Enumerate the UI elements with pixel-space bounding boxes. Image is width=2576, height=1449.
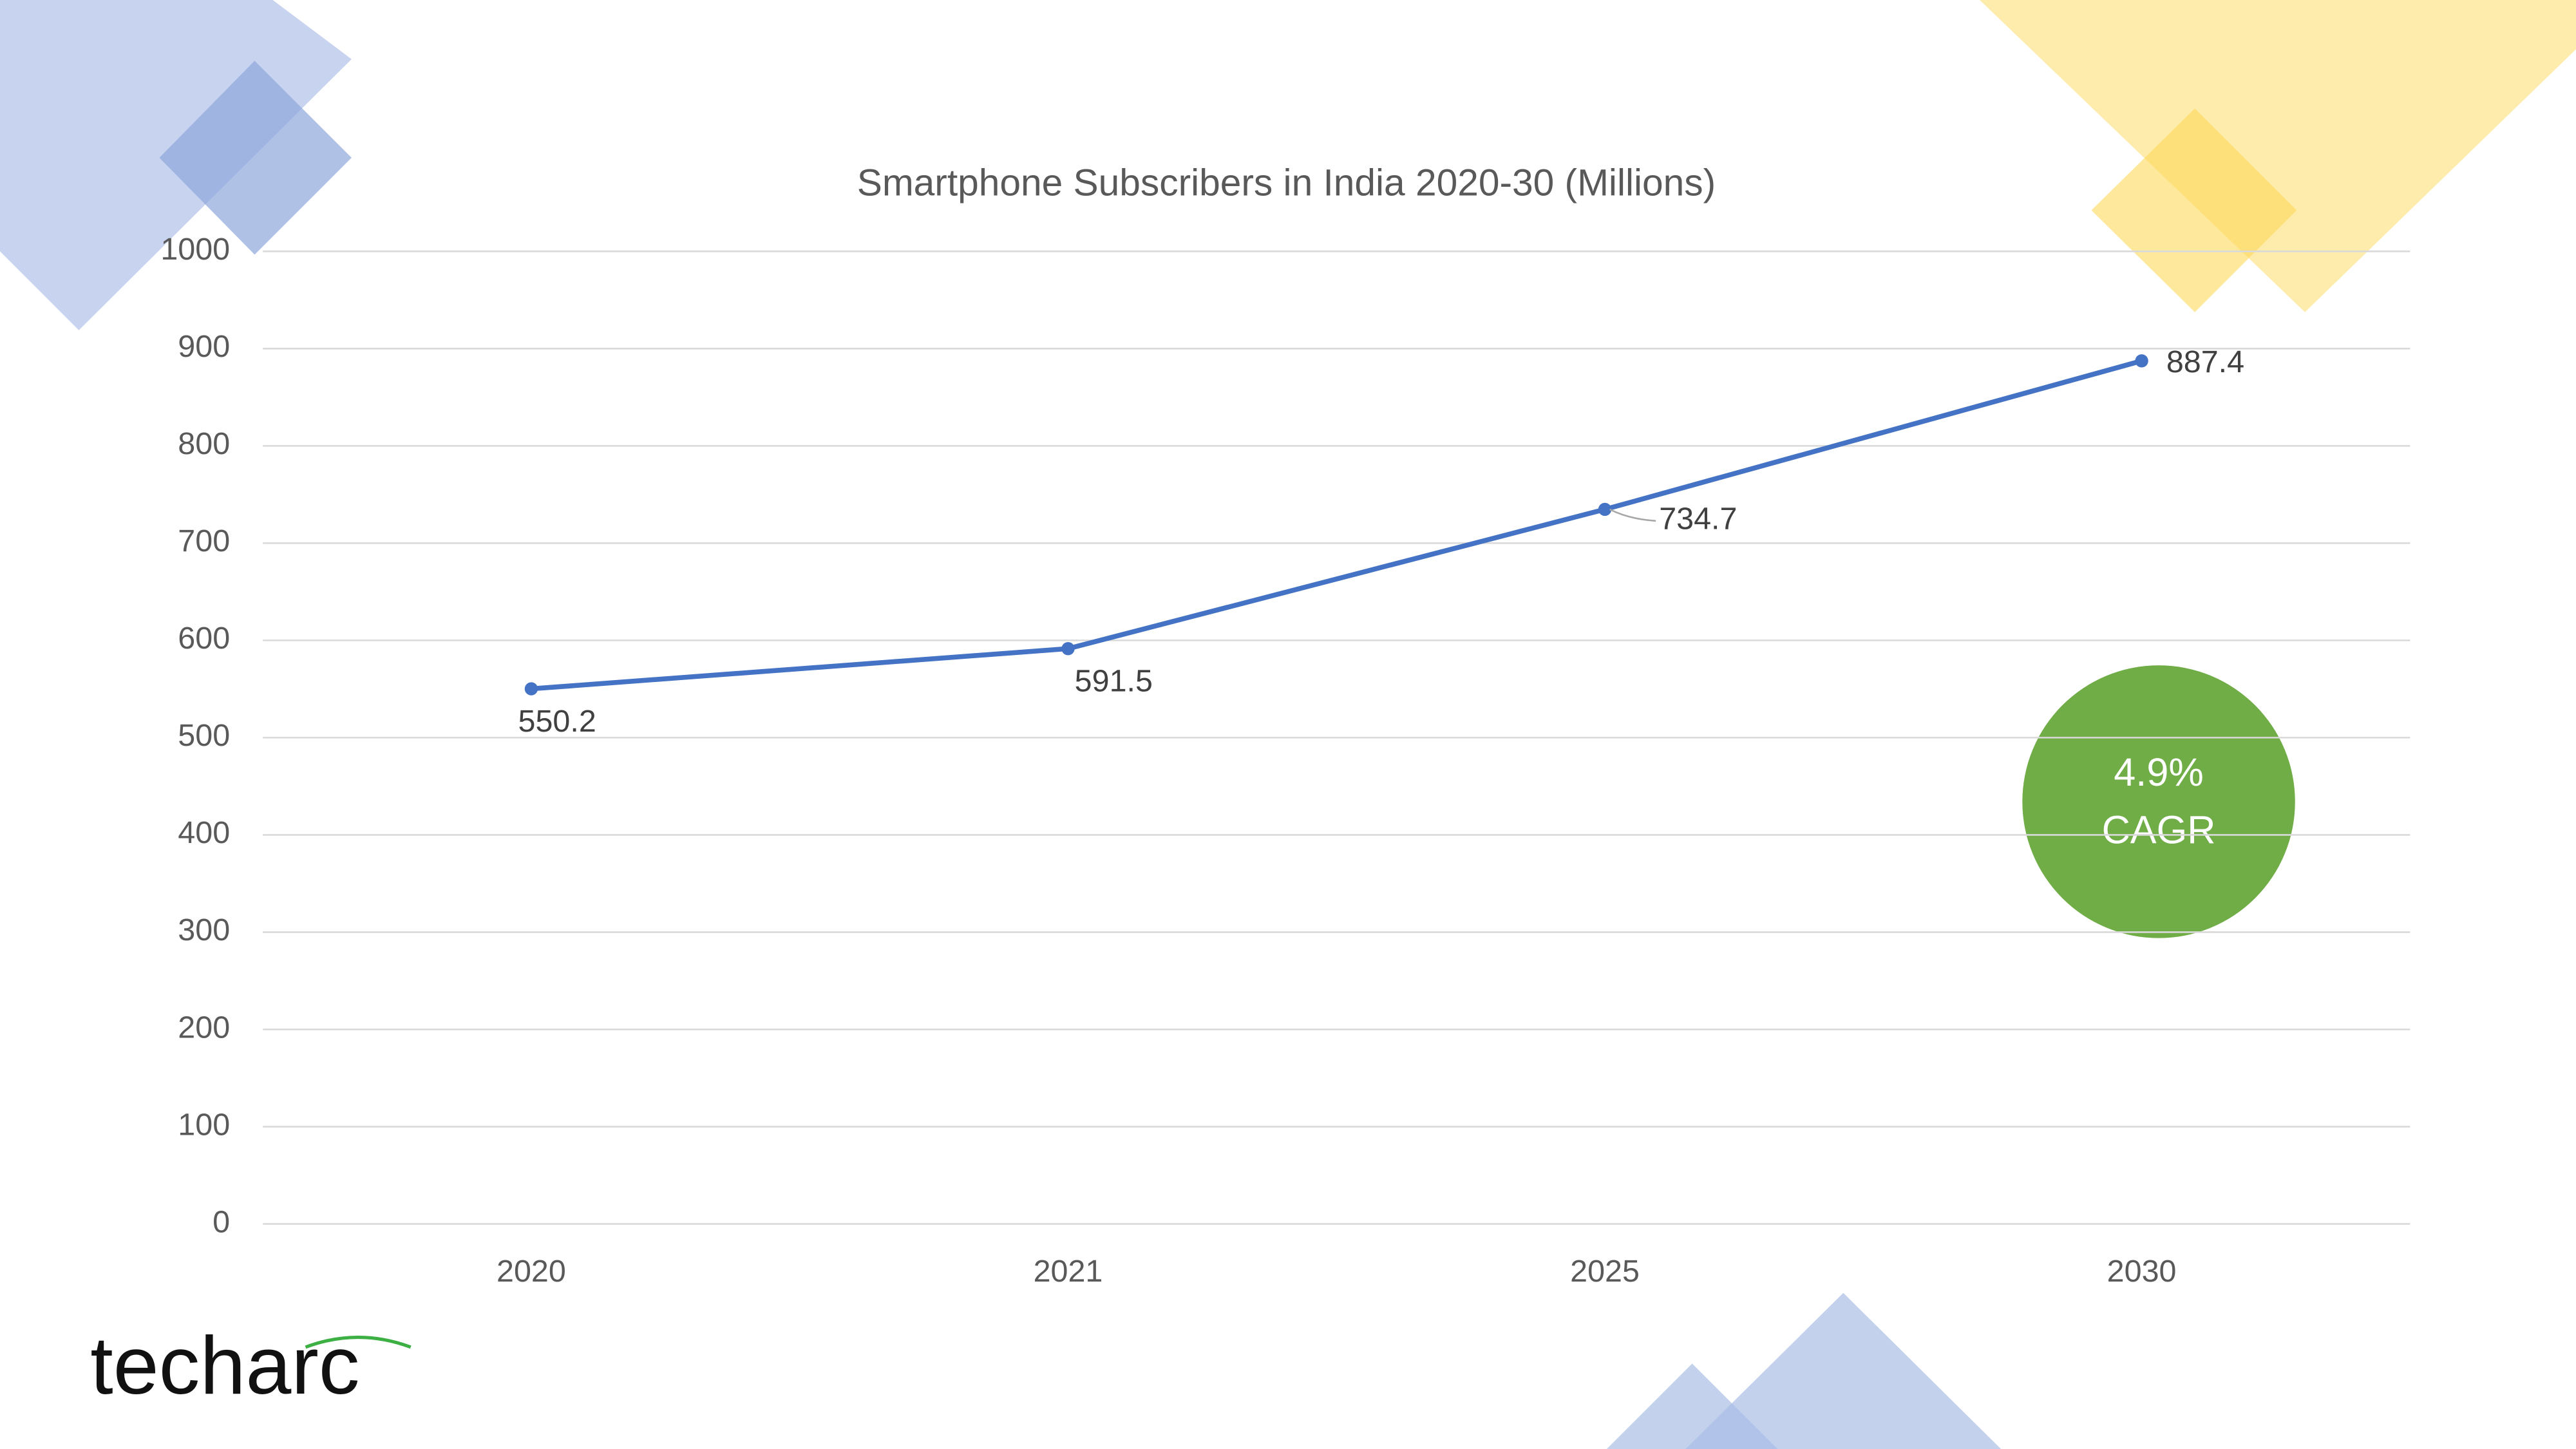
x-tick-label: 2020: [497, 1254, 566, 1289]
y-tick-label: 1000: [160, 232, 230, 267]
data-label: 550.2: [518, 704, 596, 739]
point: [2135, 354, 2148, 368]
data-label: 734.7: [1659, 502, 1737, 536]
y-tick-label: 300: [178, 913, 230, 947]
x-tick-label: 2021: [1034, 1254, 1103, 1289]
y-tick-label: 0: [213, 1204, 230, 1239]
y-tick-label: 500: [178, 718, 230, 753]
y-tick-label: 800: [178, 426, 230, 461]
cagr-bubble: [2022, 665, 2295, 938]
leader-line: [1609, 508, 1656, 522]
point: [1598, 502, 1612, 516]
annotation: CAGR: [2102, 808, 2216, 852]
point: [1061, 642, 1075, 656]
y-tick-label: 100: [178, 1107, 230, 1142]
data-label: 887.4: [2166, 345, 2244, 379]
x-tick-label: 2025: [1570, 1254, 1640, 1289]
chart-title: Smartphone Subscribers in India 2020-30 …: [857, 162, 1716, 204]
data-label: 591.5: [1075, 664, 1153, 699]
y-tick-label: 700: [178, 524, 230, 558]
logo: techarc: [90, 1320, 359, 1412]
point: [524, 682, 538, 696]
series-line: [531, 358, 2143, 692]
x-tick-label: 2030: [2107, 1254, 2177, 1289]
y-tick-label: 600: [178, 621, 230, 656]
annotation: 4.9%: [2114, 750, 2204, 794]
y-tick-label: 900: [178, 329, 230, 364]
logo-arc: [305, 1335, 412, 1349]
y-tick-label: 400: [178, 815, 230, 850]
y-tick-label: 200: [178, 1010, 230, 1045]
